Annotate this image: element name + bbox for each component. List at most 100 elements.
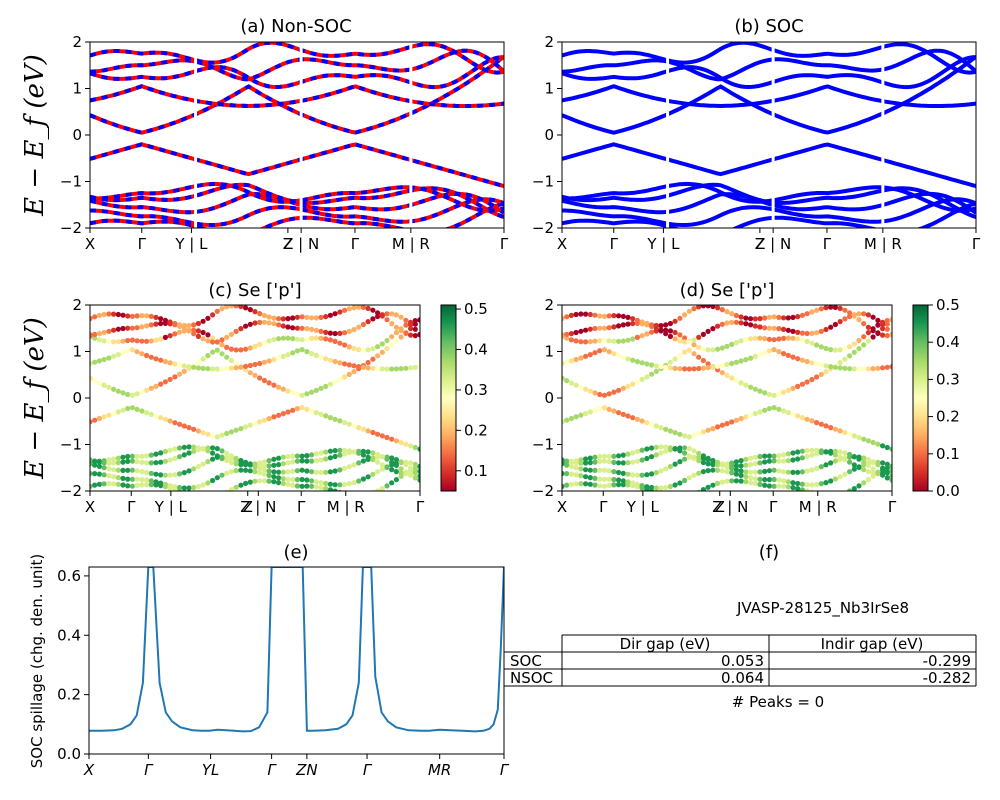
scatter-point (672, 329, 678, 336)
scatter-point (162, 317, 168, 323)
colorbar-tick-label: 0.2 (464, 421, 488, 439)
scatter-point (200, 318, 206, 324)
scatter-point (757, 335, 763, 341)
scatter-point (393, 330, 399, 336)
scatter-point (870, 366, 876, 372)
scatter-point (818, 328, 824, 334)
scatter-point (257, 360, 263, 367)
scatter-point (818, 481, 824, 487)
scatter-point (828, 425, 834, 431)
scatter-point (106, 412, 112, 418)
scatter-point (266, 416, 272, 422)
scatter-point (327, 448, 333, 454)
scatter-point (819, 492, 824, 497)
scatter-point (616, 313, 622, 319)
scatter-point (181, 322, 187, 329)
scatter-point (351, 345, 357, 352)
scatter-point (247, 307, 253, 313)
scatter-point (815, 490, 818, 491)
scatter-point (691, 351, 697, 357)
scatter-point (743, 321, 749, 327)
scatter-point (111, 410, 117, 417)
scatter-point (318, 480, 324, 486)
scatter-point (144, 313, 150, 319)
scatter-point (562, 315, 565, 322)
scatter-point (620, 460, 626, 466)
scatter-point (625, 471, 631, 477)
scatter-point (762, 336, 768, 342)
scatter-point (686, 339, 692, 345)
scatter-point (408, 465, 414, 471)
scatter-point (271, 357, 277, 363)
scatter-point (412, 444, 418, 451)
scatter-point (276, 462, 282, 468)
scatter-point (266, 478, 272, 484)
scatter-point (412, 326, 418, 332)
scatter-point (375, 344, 381, 350)
scatter-point (346, 362, 352, 368)
scatter-point (870, 334, 876, 340)
scatter-point (299, 458, 305, 464)
x-tick-label: Γ (363, 761, 373, 779)
scatter-point (332, 330, 338, 337)
scatter-point (309, 478, 315, 484)
scatter-point (757, 476, 763, 482)
scatter-point (592, 325, 598, 332)
scatter-point (280, 353, 286, 359)
scatter-point (620, 411, 626, 417)
scatter-point (266, 314, 272, 320)
scatter-point (210, 335, 216, 341)
scatter-point (630, 357, 636, 363)
scatter-point (639, 333, 645, 339)
y-tick-label: 0.2 (57, 686, 81, 704)
scatter-point (691, 448, 697, 454)
scatter-point (408, 322, 414, 328)
scatter-point (167, 360, 173, 366)
scatter-point (408, 332, 414, 338)
scatter-point (304, 336, 310, 342)
scatter-point (743, 337, 749, 343)
colorbar-tick-label: 0.1 (936, 445, 960, 463)
scatter-point (804, 468, 810, 474)
scatter-point (587, 475, 593, 481)
scatter-point (880, 365, 886, 371)
scatter-point (729, 311, 735, 317)
scatter-point (92, 417, 98, 423)
x-tick-label: Γ (144, 761, 154, 779)
nsoc-indir-gap: -0.282 (923, 669, 971, 687)
scatter-point (294, 477, 300, 483)
scatter-point (115, 481, 121, 487)
band-line (90, 181, 504, 213)
scatter-point (294, 453, 300, 459)
scatter-point (842, 450, 848, 456)
x-tick-label: Y | L (626, 498, 660, 516)
scatter-point (658, 323, 664, 329)
scatter-point (304, 458, 310, 464)
scatter-point (304, 483, 310, 489)
x-tick-label: MR (428, 761, 451, 779)
scatter-point (771, 405, 777, 411)
scatter-point (360, 458, 366, 464)
scatter-point (238, 326, 244, 332)
scatter-point (323, 356, 329, 362)
scatter-point (290, 407, 296, 413)
scatter-point (191, 484, 197, 491)
scatter-point (417, 477, 420, 483)
scatter-point (766, 325, 773, 331)
scatter-point (134, 338, 140, 344)
scatter-point (564, 458, 570, 465)
scatter-point (299, 453, 305, 459)
scatter-point (313, 469, 319, 475)
scatter-point (337, 467, 343, 473)
scatter-point (700, 453, 707, 459)
scatter-point (682, 349, 688, 355)
scatter-point (875, 317, 881, 323)
x-tick-label: Y | L (646, 235, 680, 253)
scatter-point (677, 332, 683, 338)
scatter-point (101, 311, 107, 318)
scatter-point (346, 464, 352, 470)
panel-e-ylabel: SOC spillage (chg. den. unit) (28, 554, 46, 769)
scatter-point (634, 379, 641, 385)
scatter-point (738, 358, 744, 364)
scatter-point (620, 470, 626, 476)
